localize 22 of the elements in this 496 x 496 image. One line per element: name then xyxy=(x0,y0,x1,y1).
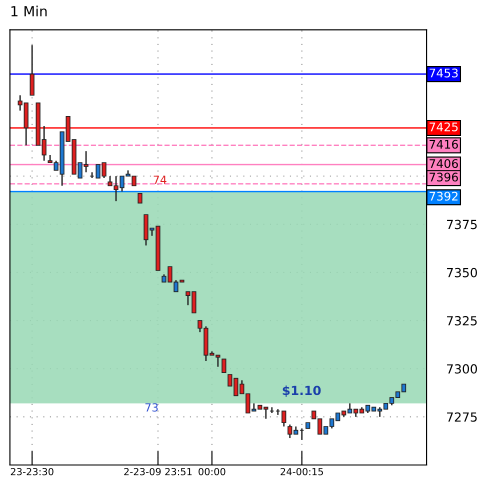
ref-line-label: 7406 xyxy=(430,159,458,168)
ref-line-label: 7416 xyxy=(430,140,458,149)
y-tick-label: 7350 xyxy=(447,268,477,278)
band-label: $1.10 xyxy=(282,386,321,397)
ref-line-label: 7425 xyxy=(430,122,458,132)
x-tick-label: 00:00 xyxy=(198,468,226,476)
candlestick xyxy=(30,44,34,96)
chart-title: 1 Min xyxy=(11,6,47,16)
ref-line-label: 7392 xyxy=(430,192,458,201)
annotation: 73 xyxy=(145,403,158,412)
candlestick xyxy=(222,358,226,373)
annotation: 74 xyxy=(154,176,166,184)
y-tick-label: 7375 xyxy=(447,220,477,230)
y-tick-label: 7325 xyxy=(447,316,477,326)
x-tick-label: 24-00:15 xyxy=(280,468,323,476)
x-tick-label: 2-23-09 23:51 xyxy=(124,468,192,476)
ref-line-label: 7453 xyxy=(430,68,458,78)
ref-line-label: 7396 xyxy=(430,172,458,182)
y-tick-label: 7275 xyxy=(447,412,477,422)
x-tick-label: 23-23:30 xyxy=(10,468,54,476)
candlestick xyxy=(138,193,142,204)
y-tick-label: 7300 xyxy=(447,364,477,374)
